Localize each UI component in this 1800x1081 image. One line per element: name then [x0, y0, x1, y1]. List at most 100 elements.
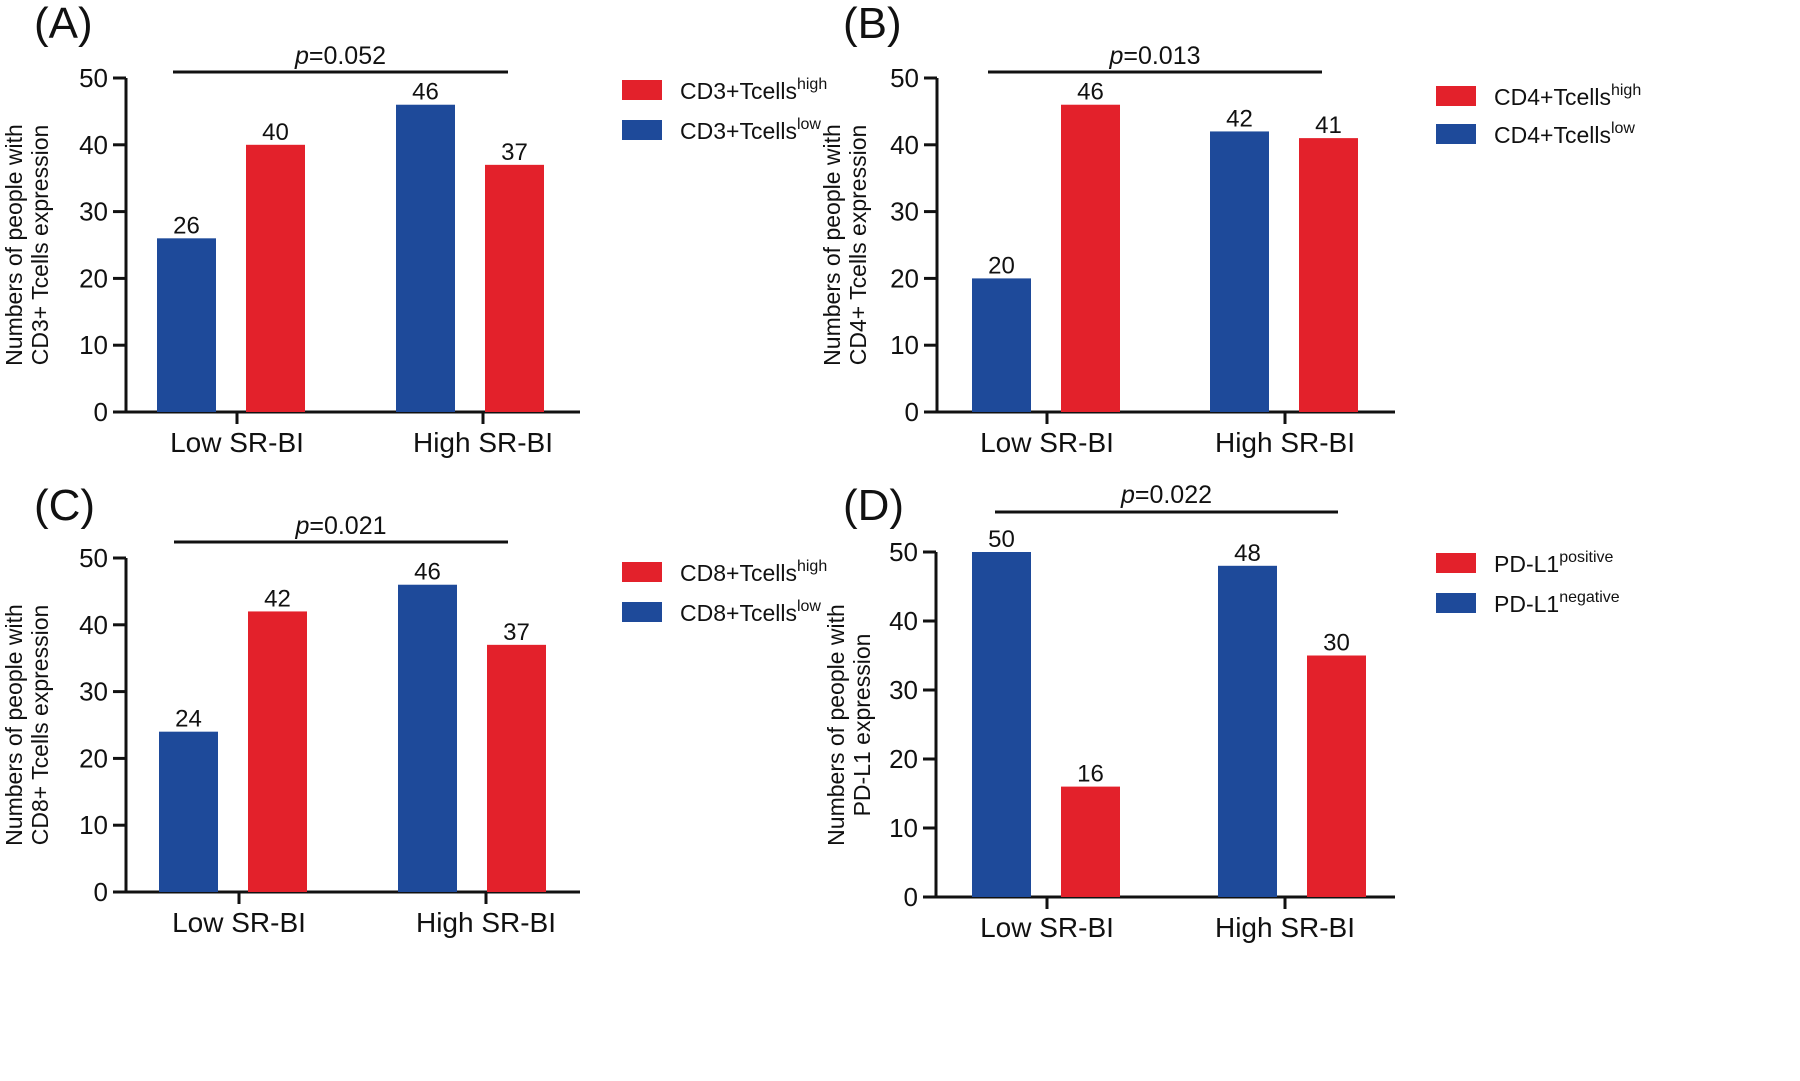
y-tick-label: 20 — [79, 263, 108, 293]
p-value-prefix: p — [294, 42, 309, 70]
bar-d-low-high-sr-bi — [1218, 565, 1277, 897]
y-tick-label: 30 — [79, 197, 108, 227]
bar-b-low-low-sr-bi — [972, 278, 1031, 412]
legend-label-superscript: high — [1611, 82, 1641, 99]
legend-label-high: CD3+Tcellshigh — [680, 76, 827, 104]
legend-label-low: CD8+Tcellslow — [680, 598, 821, 626]
x-category-label: High SR-BI — [1215, 912, 1355, 943]
x-category-label: Low SR-BI — [980, 912, 1114, 943]
bar-value-label: 41 — [1315, 112, 1342, 139]
y-tick-label: 40 — [79, 610, 108, 640]
y-axis-label: Numbers of people with — [823, 604, 849, 846]
legend-label-superscript: positive — [1559, 549, 1613, 566]
y-tick-label: 50 — [889, 537, 918, 567]
x-category-label: High SR-BI — [1215, 427, 1355, 458]
legend-label-high: PD-L1positive — [1494, 549, 1614, 577]
bar-b-high-low-sr-bi — [1061, 104, 1120, 412]
legend-swatch-low — [1436, 593, 1476, 613]
legend-label-low: PD-L1negative — [1494, 589, 1620, 617]
y-axis-label: CD4+ Tcells expression — [845, 125, 871, 366]
bar-c-low-low-sr-bi — [159, 731, 218, 892]
legend-label-base: CD8+Tcells — [680, 600, 797, 626]
bar-value-label: 42 — [264, 585, 291, 612]
legend-label-superscript: low — [797, 116, 821, 133]
bar-b-low-high-sr-bi — [1210, 131, 1269, 412]
y-tick-label: 30 — [890, 197, 919, 227]
legend-label-superscript: negative — [1559, 589, 1620, 606]
y-tick-label: 20 — [889, 744, 918, 774]
x-category-label: Low SR-BI — [172, 907, 306, 938]
bar-value-label: 50 — [988, 526, 1015, 553]
y-tick-label: 30 — [79, 677, 108, 707]
y-axis-label: Numbers of people with — [819, 124, 845, 366]
bar-c-high-high-sr-bi — [487, 644, 546, 892]
chart-panel-d: (D) 0 10 20 30 40 50 Low SR-BI High SR-BI Numbers… — [823, 481, 1620, 943]
p-value-label: p=0.052 — [294, 42, 386, 70]
y-tick-label: 0 — [94, 877, 108, 907]
legend-label-base: CD3+Tcells — [680, 118, 797, 144]
y-tick-label: 50 — [79, 63, 108, 93]
bar-value-label: 20 — [988, 252, 1015, 279]
p-value-number: =0.013 — [1123, 42, 1200, 70]
legend-label-superscript: high — [797, 558, 827, 575]
legend-swatch-high — [622, 562, 662, 582]
y-tick-label: 10 — [79, 810, 108, 840]
y-tick-label: 0 — [905, 397, 919, 427]
bar-d-low-low-sr-bi — [972, 552, 1031, 897]
y-tick-label: 20 — [890, 263, 919, 293]
p-value-number: =0.052 — [309, 42, 386, 70]
y-tick-label: 10 — [889, 813, 918, 843]
p-value-label: p=0.021 — [294, 512, 386, 540]
chart-panel-a: (A) 0 10 20 30 40 50 Low SR-BI High SR-BI Numbers… — [1, 0, 827, 458]
bar-value-label: 42 — [1226, 105, 1253, 132]
y-tick-label: 30 — [889, 675, 918, 705]
y-tick-label: 40 — [890, 130, 919, 160]
bar-value-label: 48 — [1234, 540, 1261, 567]
y-axis-label: CD3+ Tcells expression — [27, 125, 53, 366]
bar-value-label: 24 — [175, 706, 202, 733]
bar-value-label: 40 — [262, 119, 289, 146]
panel-label: (D) — [843, 481, 904, 530]
bar-c-high-low-sr-bi — [248, 611, 307, 892]
p-value-label: p=0.022 — [1120, 481, 1212, 509]
y-tick-label: 0 — [94, 397, 108, 427]
legend-label-low: CD4+Tcellslow — [1494, 120, 1635, 148]
legend-swatch-low — [1436, 124, 1476, 144]
legend-label-low: CD3+Tcellslow — [680, 116, 821, 144]
x-category-label: High SR-BI — [413, 427, 553, 458]
y-tick-label: 40 — [889, 606, 918, 636]
bar-value-label: 26 — [173, 212, 200, 239]
x-category-label: High SR-BI — [416, 907, 556, 938]
y-tick-label: 0 — [904, 882, 918, 912]
y-axis-label: Numbers of people with — [1, 604, 27, 846]
legend-label-base: CD4+Tcells — [1494, 84, 1611, 110]
legend-label-base: CD3+Tcells — [680, 78, 797, 104]
legend-swatch-high — [622, 80, 662, 100]
p-value-number: =0.021 — [309, 512, 386, 540]
bar-a-low-low-sr-bi — [157, 238, 216, 412]
y-axis-label: Numbers of people with — [1, 124, 27, 366]
p-value-number: =0.022 — [1135, 481, 1212, 509]
p-value-prefix: p — [1120, 481, 1135, 509]
y-tick-label: 50 — [890, 63, 919, 93]
bar-c-low-high-sr-bi — [398, 584, 457, 892]
bar-value-label: 46 — [412, 79, 439, 106]
panel-label: (C) — [34, 481, 95, 530]
bar-a-high-high-sr-bi — [485, 164, 544, 412]
x-category-label: Low SR-BI — [170, 427, 304, 458]
legend-label-superscript: low — [797, 598, 821, 615]
y-axis-label: PD-L1 expression — [849, 634, 875, 817]
legend-swatch-high — [1436, 86, 1476, 106]
y-tick-label: 50 — [79, 543, 108, 573]
bar-value-label: 16 — [1077, 761, 1104, 788]
y-tick-label: 10 — [890, 330, 919, 360]
legend-swatch-high — [1436, 553, 1476, 573]
panel-label: (A) — [34, 0, 93, 48]
x-category-label: Low SR-BI — [980, 427, 1114, 458]
chart-panel-b: (B) 0 10 20 30 40 50 Low SR-BI High SR-BI Numbers… — [819, 0, 1641, 458]
y-axis-label: CD8+ Tcells expression — [27, 605, 53, 846]
bar-b-high-high-sr-bi — [1299, 138, 1358, 412]
legend-swatch-low — [622, 120, 662, 140]
p-value-label: p=0.013 — [1108, 42, 1200, 70]
bar-d-high-low-sr-bi — [1061, 786, 1120, 897]
